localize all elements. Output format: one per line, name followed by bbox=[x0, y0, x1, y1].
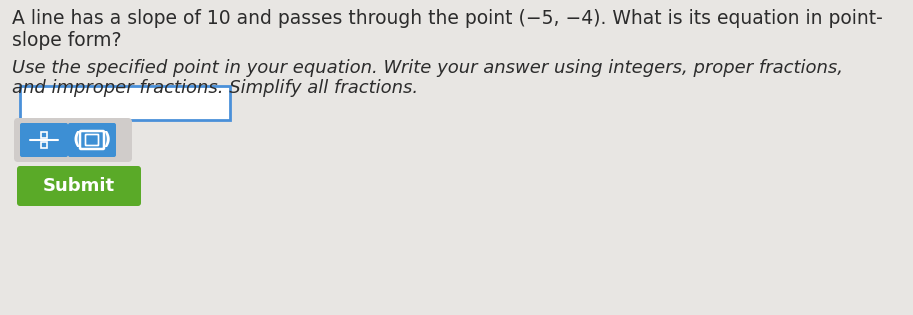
FancyBboxPatch shape bbox=[80, 131, 104, 149]
Text: and improper fractions. Simplify all fractions.: and improper fractions. Simplify all fra… bbox=[12, 79, 418, 97]
FancyBboxPatch shape bbox=[41, 142, 47, 148]
FancyBboxPatch shape bbox=[14, 118, 132, 162]
Text: (: ( bbox=[73, 131, 81, 149]
Text: Submit: Submit bbox=[43, 177, 115, 195]
Text: ): ) bbox=[103, 131, 111, 149]
FancyBboxPatch shape bbox=[86, 135, 99, 146]
FancyBboxPatch shape bbox=[41, 132, 47, 138]
Text: A line has a slope of 10 and passes through the point (−5, −4). What is its equa: A line has a slope of 10 and passes thro… bbox=[12, 9, 883, 28]
FancyBboxPatch shape bbox=[17, 166, 141, 206]
FancyBboxPatch shape bbox=[20, 86, 230, 120]
Text: Use the specified point in your equation. Write your answer using integers, prop: Use the specified point in your equation… bbox=[12, 59, 843, 77]
FancyBboxPatch shape bbox=[68, 123, 116, 157]
Text: slope form?: slope form? bbox=[12, 31, 121, 50]
FancyBboxPatch shape bbox=[20, 123, 68, 157]
